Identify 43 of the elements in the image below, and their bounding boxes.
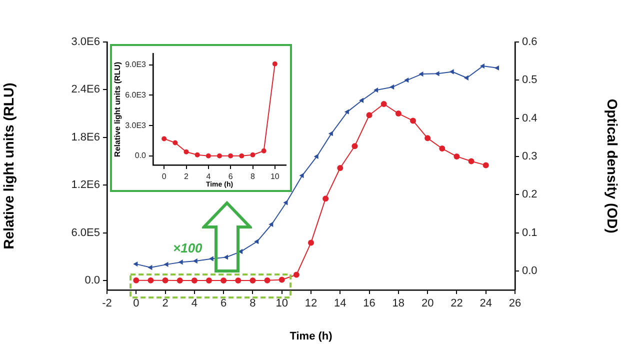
- x-tick-label: -2: [102, 298, 112, 310]
- x-tick-label: 26: [508, 298, 522, 310]
- y2-tick-label: 0.3: [522, 150, 538, 162]
- x-tick-label: 18: [392, 298, 405, 310]
- x-tick-label: 12: [304, 298, 318, 310]
- y-tick-label: 2.4E6: [71, 84, 100, 96]
- annotation: ×100: [173, 240, 204, 256]
- y-tick-label: 1.2E6: [71, 179, 100, 192]
- y2-axis-title: Optical density (OD): [604, 98, 621, 234]
- x-tick-label: 2: [162, 298, 168, 310]
- x-axis-title: Time (h): [290, 330, 333, 342]
- x-tick-label: 10: [270, 172, 280, 182]
- y-tick-label: 1.8E6: [71, 131, 100, 144]
- x-tick-label: 24: [480, 298, 492, 310]
- y2-tick-label: 0.5: [522, 74, 538, 86]
- x-tick-label: 10: [276, 298, 288, 310]
- y-tick-label: 3.0E6: [71, 36, 100, 48]
- y-tick-label: 3.0E3: [125, 120, 147, 130]
- x-tick-label: 16: [363, 298, 376, 310]
- x-tick-label: 4: [191, 298, 198, 310]
- y2-tick-label: 0.0: [522, 264, 538, 277]
- y2-tick-label: 0.6: [522, 36, 538, 48]
- x-tick-label: 22: [450, 298, 463, 310]
- x-tick-label: 0: [133, 298, 140, 310]
- y-tick-label: 6.0E3: [125, 90, 147, 100]
- x-tick-label: 8: [250, 172, 256, 182]
- x-tick-label: 14: [334, 298, 346, 310]
- x-tick-label: 4: [206, 172, 212, 182]
- y-tick-label: 0.0: [134, 151, 147, 160]
- y2-tick-label: 0.4: [522, 112, 538, 124]
- y-tick-label: 9.0E3: [125, 60, 147, 70]
- x-tick-label: 0: [162, 172, 167, 182]
- x-tick-label: 6: [228, 172, 234, 182]
- x-tick-label: 20: [421, 298, 434, 310]
- y-tick-label: 0.0: [84, 274, 100, 286]
- x-tick-label: 8: [250, 298, 256, 310]
- x-tick-label: 6: [220, 298, 227, 310]
- y2-tick-label: 0.2: [522, 188, 538, 201]
- y2-tick-label: 0.1: [522, 226, 538, 239]
- x-tick-label: 2: [184, 172, 190, 182]
- y-axis-title: Relative light units (RLU): [0, 82, 16, 250]
- y-tick-label: 6.0E5: [71, 226, 100, 239]
- y-axis-title: Relative light units (RLU): [113, 62, 122, 157]
